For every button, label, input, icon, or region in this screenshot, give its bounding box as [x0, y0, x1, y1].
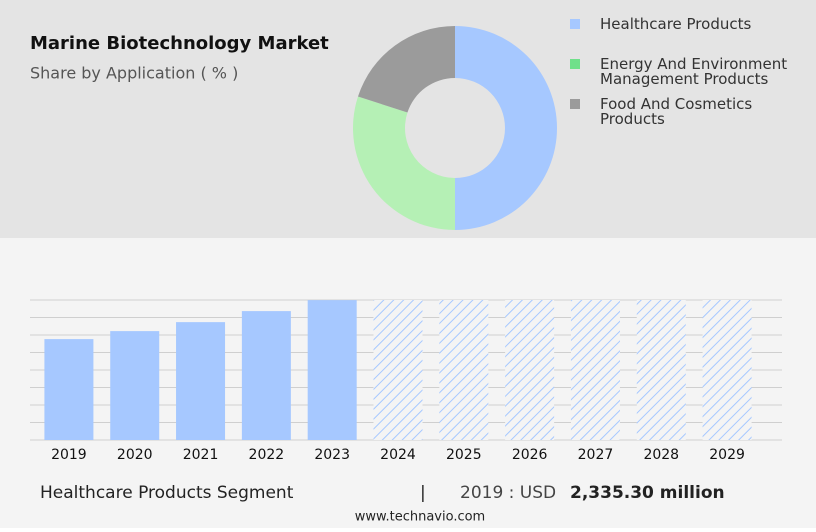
footer-year: 2019 : USD	[460, 483, 556, 503]
bar	[44, 339, 94, 440]
x-tick-label: 2023	[314, 447, 350, 463]
x-tick-label: 2024	[380, 447, 416, 463]
x-tick-label: 2029	[709, 447, 745, 463]
chart-title: Marine Biotechnology Market	[30, 33, 329, 54]
forecast-placeholder	[570, 300, 620, 440]
legend-swatch	[570, 59, 580, 69]
legend-label: Healthcare Products	[600, 15, 751, 33]
x-tick-label: 2019	[51, 447, 87, 463]
x-tick-label: 2025	[446, 447, 482, 463]
forecast-placeholder	[505, 300, 555, 440]
donut-slice	[357, 26, 455, 113]
donut-slice	[455, 26, 557, 230]
x-tick-label: 2022	[249, 447, 285, 463]
bar	[307, 300, 357, 440]
forecast-placeholder	[373, 300, 423, 440]
bar	[241, 311, 291, 440]
footer-segment: Healthcare Products Segment	[40, 483, 294, 503]
bar	[110, 331, 160, 440]
legend-label: Food And Cosmetics Products	[600, 95, 752, 128]
forecast-placeholder	[439, 300, 489, 440]
x-tick-label: 2026	[512, 447, 548, 463]
x-tick-label: 2027	[578, 447, 614, 463]
x-tick-label: 2028	[643, 447, 679, 463]
legend-swatch	[570, 19, 580, 29]
x-tick-label: 2021	[183, 447, 219, 463]
footer-value: 2,335.30 million	[570, 483, 725, 503]
chart-subtitle: Share by Application ( % )	[30, 64, 238, 83]
x-tick-label: 2020	[117, 447, 153, 463]
legend-swatch	[570, 99, 580, 109]
forecast-placeholder	[636, 300, 686, 440]
legend-label: Energy And Environment Management Product…	[600, 55, 787, 88]
footer-separator: |	[420, 483, 426, 503]
donut-slice	[353, 96, 455, 230]
footer-source: www.technavio.com	[355, 510, 485, 525]
forecast-placeholder	[702, 300, 752, 440]
bar	[176, 322, 226, 440]
